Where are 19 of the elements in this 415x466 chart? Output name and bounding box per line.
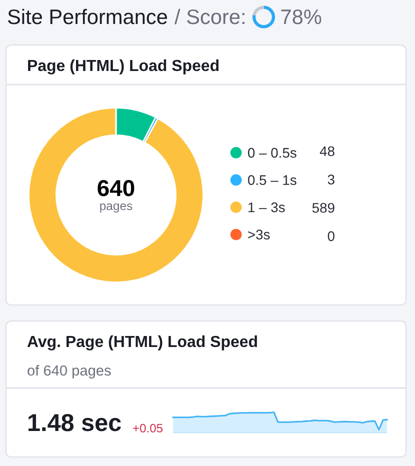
chart-title: Page (HTML) Load Speed (28, 59, 219, 74)
text: pages (100, 203, 132, 213)
text: 0 (328, 231, 334, 242)
legend-label: 0.5 – 1s (248, 175, 296, 185)
text: +0.05 (133, 424, 163, 432)
data-label: 3 (328, 174, 334, 184)
data-label: 78% (281, 9, 322, 24)
legend-label: >3s (248, 230, 270, 240)
text: 1.48 sec (28, 414, 121, 432)
data-label: 589 (312, 202, 334, 213)
text: Site Performance (8, 8, 168, 24)
legend-label: 0 – 0.5s (248, 148, 296, 158)
data-label: 48 (320, 146, 334, 156)
legend-label: 1 – 3s (248, 202, 285, 212)
chart-subtitle: of 640 pages (28, 364, 111, 379)
text: 640 (98, 180, 134, 196)
chart-title: Avg. Page (HTML) Load Speed (27, 335, 257, 350)
text: / Score: (174, 8, 244, 24)
donut-slice (28, 107, 204, 283)
